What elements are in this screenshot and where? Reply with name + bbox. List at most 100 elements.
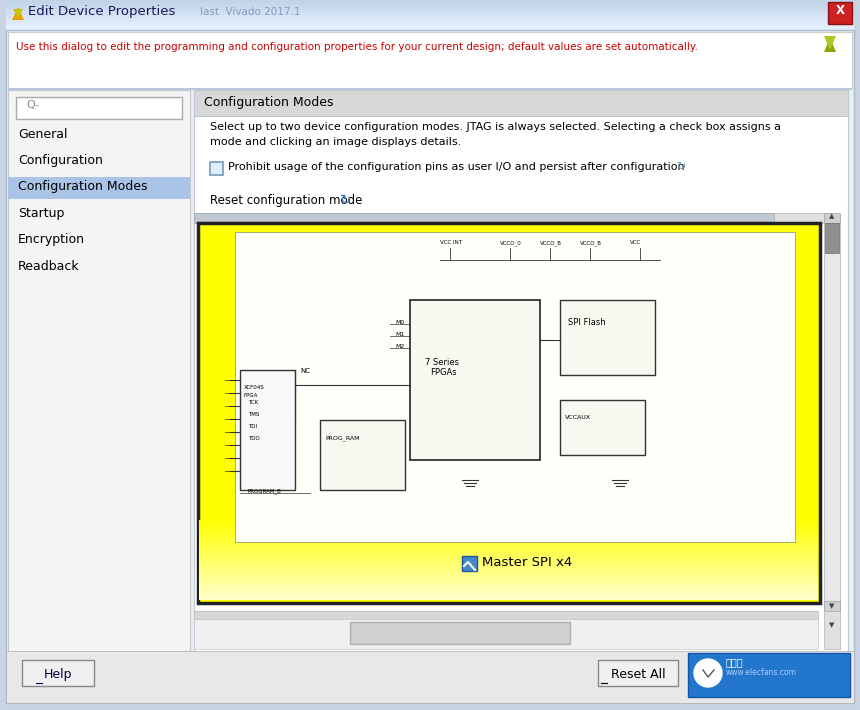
Bar	[199, 542, 818, 543]
Bar	[6, 26, 854, 27]
Text: Encryption: Encryption	[18, 233, 85, 246]
Text: ▼: ▼	[829, 603, 835, 609]
Text: ▲: ▲	[829, 213, 835, 219]
Bar	[199, 574, 818, 575]
Bar	[6, 6, 854, 7]
Bar	[199, 580, 818, 581]
Bar	[199, 549, 818, 550]
Bar	[199, 535, 818, 536]
Bar	[199, 565, 818, 566]
Bar	[199, 522, 818, 523]
Bar	[199, 571, 818, 572]
Text: FPGA: FPGA	[244, 393, 258, 398]
Bar	[199, 523, 818, 524]
Bar	[240, 370, 295, 490]
Bar	[199, 590, 818, 591]
Bar	[8, 177, 190, 199]
Text: Prohibit usage of the configuration pins as user I/O and persist after configura: Prohibit usage of the configuration pins…	[228, 162, 685, 172]
Text: TDO: TDO	[248, 436, 260, 441]
Text: VCCAUX: VCCAUX	[565, 415, 591, 420]
Text: TCK: TCK	[248, 400, 258, 405]
Bar	[825, 223, 839, 253]
Bar	[194, 213, 830, 223]
Bar	[199, 527, 818, 528]
Bar	[199, 559, 818, 560]
Bar	[199, 547, 818, 548]
Bar	[199, 541, 818, 542]
Bar	[199, 579, 818, 580]
Polygon shape	[13, 9, 23, 18]
Bar	[199, 566, 818, 567]
Bar	[199, 586, 818, 587]
Text: M2: M2	[395, 344, 404, 349]
Bar	[6, 17, 854, 18]
Bar	[199, 584, 818, 585]
Bar	[199, 583, 818, 584]
Bar	[6, 18, 854, 19]
Text: FPGAs: FPGAs	[430, 368, 457, 377]
Bar	[199, 588, 818, 589]
Bar	[199, 554, 818, 555]
Bar	[199, 598, 818, 599]
Text: Startup: Startup	[18, 207, 64, 220]
Bar	[6, 11, 854, 12]
Bar	[560, 400, 645, 455]
Bar	[199, 544, 818, 545]
Bar	[199, 569, 818, 570]
Bar	[199, 563, 818, 564]
Bar	[199, 553, 818, 554]
Bar	[199, 546, 818, 547]
Bar	[199, 537, 818, 538]
Text: Edit Device Properties: Edit Device Properties	[28, 5, 175, 18]
Bar	[6, 28, 854, 29]
Bar	[199, 576, 818, 577]
Bar	[199, 526, 818, 527]
Text: M1: M1	[395, 332, 404, 337]
Text: ↻: ↻	[676, 162, 685, 172]
Text: mode and clicking an image displays details.: mode and clicking an image displays deta…	[210, 137, 461, 147]
Bar	[199, 575, 818, 576]
Bar	[6, 27, 854, 28]
Bar	[824, 601, 840, 611]
Text: General: General	[18, 128, 67, 141]
Text: Reset configuration mode: Reset configuration mode	[210, 194, 362, 207]
Bar	[199, 585, 818, 586]
Bar	[199, 528, 818, 529]
Bar	[6, 3, 854, 4]
Bar	[8, 88, 852, 90]
Bar	[199, 597, 818, 598]
Bar	[199, 567, 818, 568]
Bar	[199, 540, 818, 541]
Text: SPI Flash: SPI Flash	[568, 318, 605, 327]
Bar	[199, 536, 818, 537]
Bar	[6, 25, 854, 26]
Text: Select up to two device configuration modes. JTAG is always selected. Selecting : Select up to two device configuration mo…	[210, 122, 781, 132]
Bar	[199, 589, 818, 590]
Bar	[0, 703, 860, 710]
Bar	[6, 2, 854, 3]
Bar	[8, 90, 190, 656]
Bar	[198, 223, 820, 603]
Bar	[210, 162, 223, 175]
Bar	[194, 90, 848, 656]
Bar	[199, 550, 818, 551]
Text: VCC INT: VCC INT	[440, 240, 462, 245]
Bar	[6, 29, 854, 30]
Bar	[6, 15, 854, 16]
Bar	[235, 232, 795, 542]
Bar	[199, 561, 818, 562]
Bar	[199, 587, 818, 588]
Text: TDI: TDI	[248, 424, 257, 429]
Text: NC: NC	[300, 368, 310, 374]
Text: Reset All: Reset All	[611, 668, 666, 681]
Bar	[199, 562, 818, 563]
Bar	[199, 534, 818, 535]
Text: 7 Series: 7 Series	[425, 358, 459, 367]
Bar	[199, 599, 818, 600]
Bar	[6, 19, 854, 20]
Bar	[199, 577, 818, 578]
Bar	[199, 582, 818, 583]
Text: M0: M0	[395, 320, 404, 325]
Bar	[199, 557, 818, 558]
Bar	[8, 32, 852, 88]
